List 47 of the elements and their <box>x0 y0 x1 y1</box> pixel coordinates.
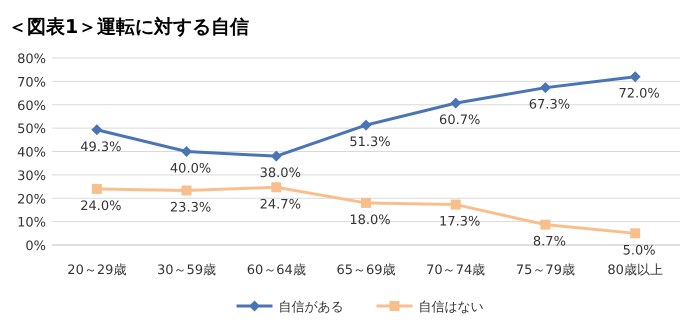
y-tick-label: 30% <box>17 168 46 184</box>
data-label: 51.3% <box>349 135 391 150</box>
data-label: 17.3% <box>439 214 480 230</box>
point <box>92 184 102 194</box>
data-label: 49.3% <box>80 140 122 155</box>
point <box>630 228 640 238</box>
data-label: 24.0% <box>80 198 122 214</box>
x-tick-label: 70～74歳 <box>426 263 486 278</box>
point <box>450 200 461 210</box>
data-label: 67.3% <box>528 98 570 113</box>
y-tick-label: 40% <box>17 146 46 160</box>
point <box>450 98 462 109</box>
x-tick-label: 20～29歳 <box>67 263 126 278</box>
point <box>181 146 192 157</box>
chart-title: ＜図表1＞運転に対する自信 <box>8 16 250 38</box>
point <box>540 82 551 94</box>
data-label: 40.0% <box>170 162 212 176</box>
legend-label: 自信がある <box>278 300 344 315</box>
data-label: 18.0% <box>349 212 391 228</box>
point <box>271 182 282 192</box>
point <box>630 71 641 82</box>
x-tick-label: 80歳以上 <box>607 263 663 278</box>
y-tick-label: 70% <box>17 75 46 90</box>
data-label: 23.3% <box>170 200 212 216</box>
y-tick-label: 50% <box>17 122 46 138</box>
data-label: 60.7% <box>439 113 480 128</box>
point <box>182 186 192 196</box>
data-label: 24.7% <box>260 197 301 212</box>
point <box>361 198 371 208</box>
data-label: 8.7% <box>532 234 566 250</box>
y-tick-label: 60% <box>17 98 46 114</box>
legend-label: 自信はない <box>418 300 484 315</box>
point <box>91 124 102 136</box>
y-tick-label: 80% <box>17 52 46 67</box>
data-label: 38.0% <box>260 166 301 182</box>
x-tick-label: 60～64歳 <box>246 263 306 278</box>
y-tick-label: 0% <box>25 239 46 254</box>
point <box>540 220 550 230</box>
data-label: 72.0% <box>618 86 660 102</box>
x-tick-label: 75～79歳 <box>516 263 575 278</box>
point <box>360 120 372 131</box>
y-tick-label: 10% <box>17 216 46 231</box>
x-tick-label: 30～59歳 <box>157 263 216 278</box>
y-tick-label: 20% <box>17 192 46 208</box>
point <box>270 150 282 162</box>
data-label: 5.0% <box>622 243 656 258</box>
x-tick-label: 65～69歳 <box>336 263 396 278</box>
